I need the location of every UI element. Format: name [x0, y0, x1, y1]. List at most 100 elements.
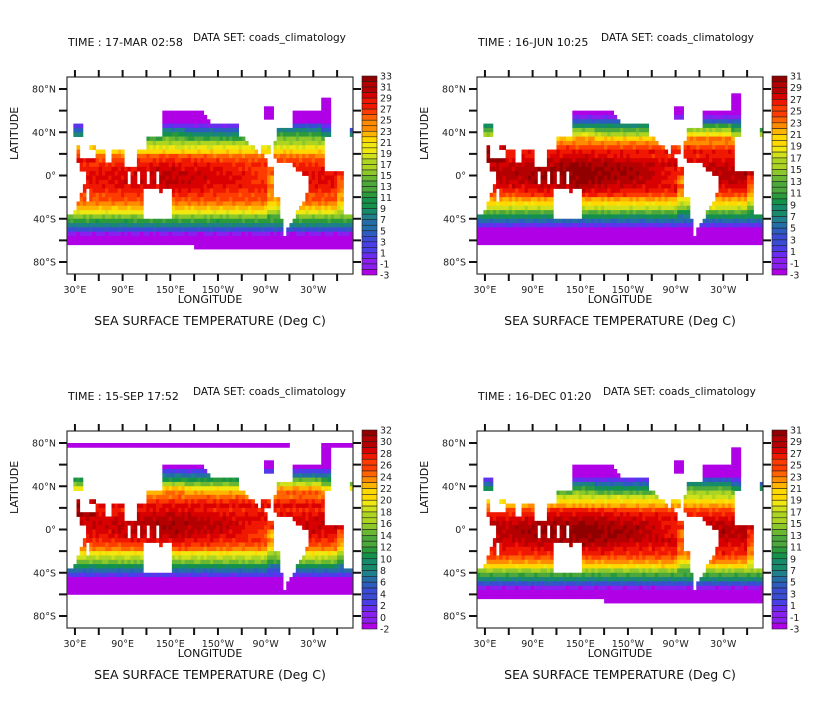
sst-cell	[677, 179, 681, 185]
sst-cell	[197, 149, 201, 155]
sst-cell	[213, 184, 217, 189]
sst-cell	[677, 149, 681, 155]
sst-cell	[159, 162, 163, 168]
sst-cell	[111, 516, 116, 522]
sst-cell	[171, 481, 176, 487]
sst-cells	[477, 93, 764, 246]
sst-cell	[70, 218, 74, 224]
sst-cell	[162, 140, 166, 146]
sst-cell	[620, 240, 624, 246]
sst-cell	[597, 188, 602, 194]
sst-cell	[626, 197, 630, 202]
colorbar-swatch	[771, 175, 788, 182]
sst-cell	[597, 223, 602, 228]
sst-cell	[130, 223, 135, 228]
sst-cell	[235, 197, 239, 202]
sst-cell	[92, 171, 96, 176]
sst-cell	[531, 149, 535, 155]
sst-cell	[302, 140, 306, 146]
sst-cell	[645, 227, 649, 233]
sst-cell	[629, 132, 634, 137]
sst-cell	[168, 223, 173, 228]
sst-cell	[324, 197, 328, 202]
sst-cell	[101, 205, 106, 211]
sst-cell	[82, 516, 87, 522]
sst-cell	[279, 512, 284, 517]
sst-cell	[734, 223, 738, 228]
sst-cell	[95, 197, 100, 202]
colorbar-swatch	[361, 169, 378, 176]
sst-cell	[600, 110, 605, 116]
sst-cell	[731, 93, 735, 99]
sst-cell	[190, 123, 195, 129]
sst-cell	[581, 132, 586, 137]
sst-cell	[305, 214, 309, 220]
sst-cell	[273, 149, 278, 155]
sst-cell	[632, 201, 637, 207]
sst-cell	[610, 110, 615, 116]
sst-cell	[578, 149, 583, 155]
sst-cell	[620, 175, 624, 181]
sst-cell	[708, 236, 713, 241]
sst-cell	[610, 140, 615, 146]
sst-cell	[572, 231, 576, 237]
sst-cell	[559, 153, 564, 159]
sst-cell	[264, 175, 268, 181]
sst-cell	[184, 240, 189, 246]
sst-cell	[213, 477, 217, 483]
sst-cell	[95, 218, 100, 224]
sst-cell	[136, 516, 141, 522]
sst-cell	[267, 214, 271, 220]
sst-cell	[149, 503, 154, 509]
sst-cell	[194, 179, 198, 185]
sst-cell	[575, 179, 580, 185]
sst-cell	[264, 184, 268, 189]
sst-cell	[499, 218, 503, 224]
sst-cell	[152, 516, 157, 522]
sst-cell	[222, 240, 227, 246]
sst-cell	[321, 451, 325, 457]
sst-cell	[203, 197, 208, 202]
sst-cell	[664, 240, 669, 246]
sst-cell	[219, 153, 224, 159]
sst-cell	[264, 443, 268, 448]
sst-cell	[235, 132, 239, 137]
sst-cell	[731, 175, 735, 181]
sst-cell	[162, 166, 166, 172]
sst-cell	[632, 158, 637, 163]
sst-cell	[734, 171, 738, 176]
sst-cell	[73, 236, 77, 241]
sst-cell	[190, 119, 195, 124]
sst-cell	[178, 494, 182, 500]
sst-cell	[524, 197, 529, 202]
sst-cell	[607, 175, 611, 181]
sst-cell	[89, 201, 93, 207]
sst-cell	[76, 512, 81, 517]
sst-cell	[340, 175, 344, 181]
sst-cell	[152, 158, 157, 163]
sst-cell	[648, 158, 653, 163]
sst-cell	[613, 136, 618, 142]
sst-cell	[324, 184, 328, 189]
sst-cell	[318, 171, 322, 176]
sst-cell	[219, 197, 224, 202]
sst-cell	[728, 123, 732, 129]
sst-cell	[581, 210, 586, 215]
sst-cell	[190, 236, 195, 241]
sst-cell	[184, 468, 189, 474]
sst-cell	[620, 184, 624, 189]
sst-cell	[702, 110, 707, 116]
sst-cell	[295, 127, 300, 133]
sst-cell	[483, 210, 487, 215]
sst-cell	[260, 516, 265, 522]
sst-cell	[613, 201, 618, 207]
sst-cell	[101, 158, 106, 163]
sst-cell	[155, 184, 160, 189]
sst-cell	[521, 192, 526, 198]
sst-cell	[200, 223, 205, 228]
sst-cell	[715, 119, 719, 124]
sst-cell	[534, 175, 538, 181]
sst-cell	[203, 516, 208, 522]
sst-cell	[588, 132, 592, 137]
sst-cell	[604, 179, 608, 185]
